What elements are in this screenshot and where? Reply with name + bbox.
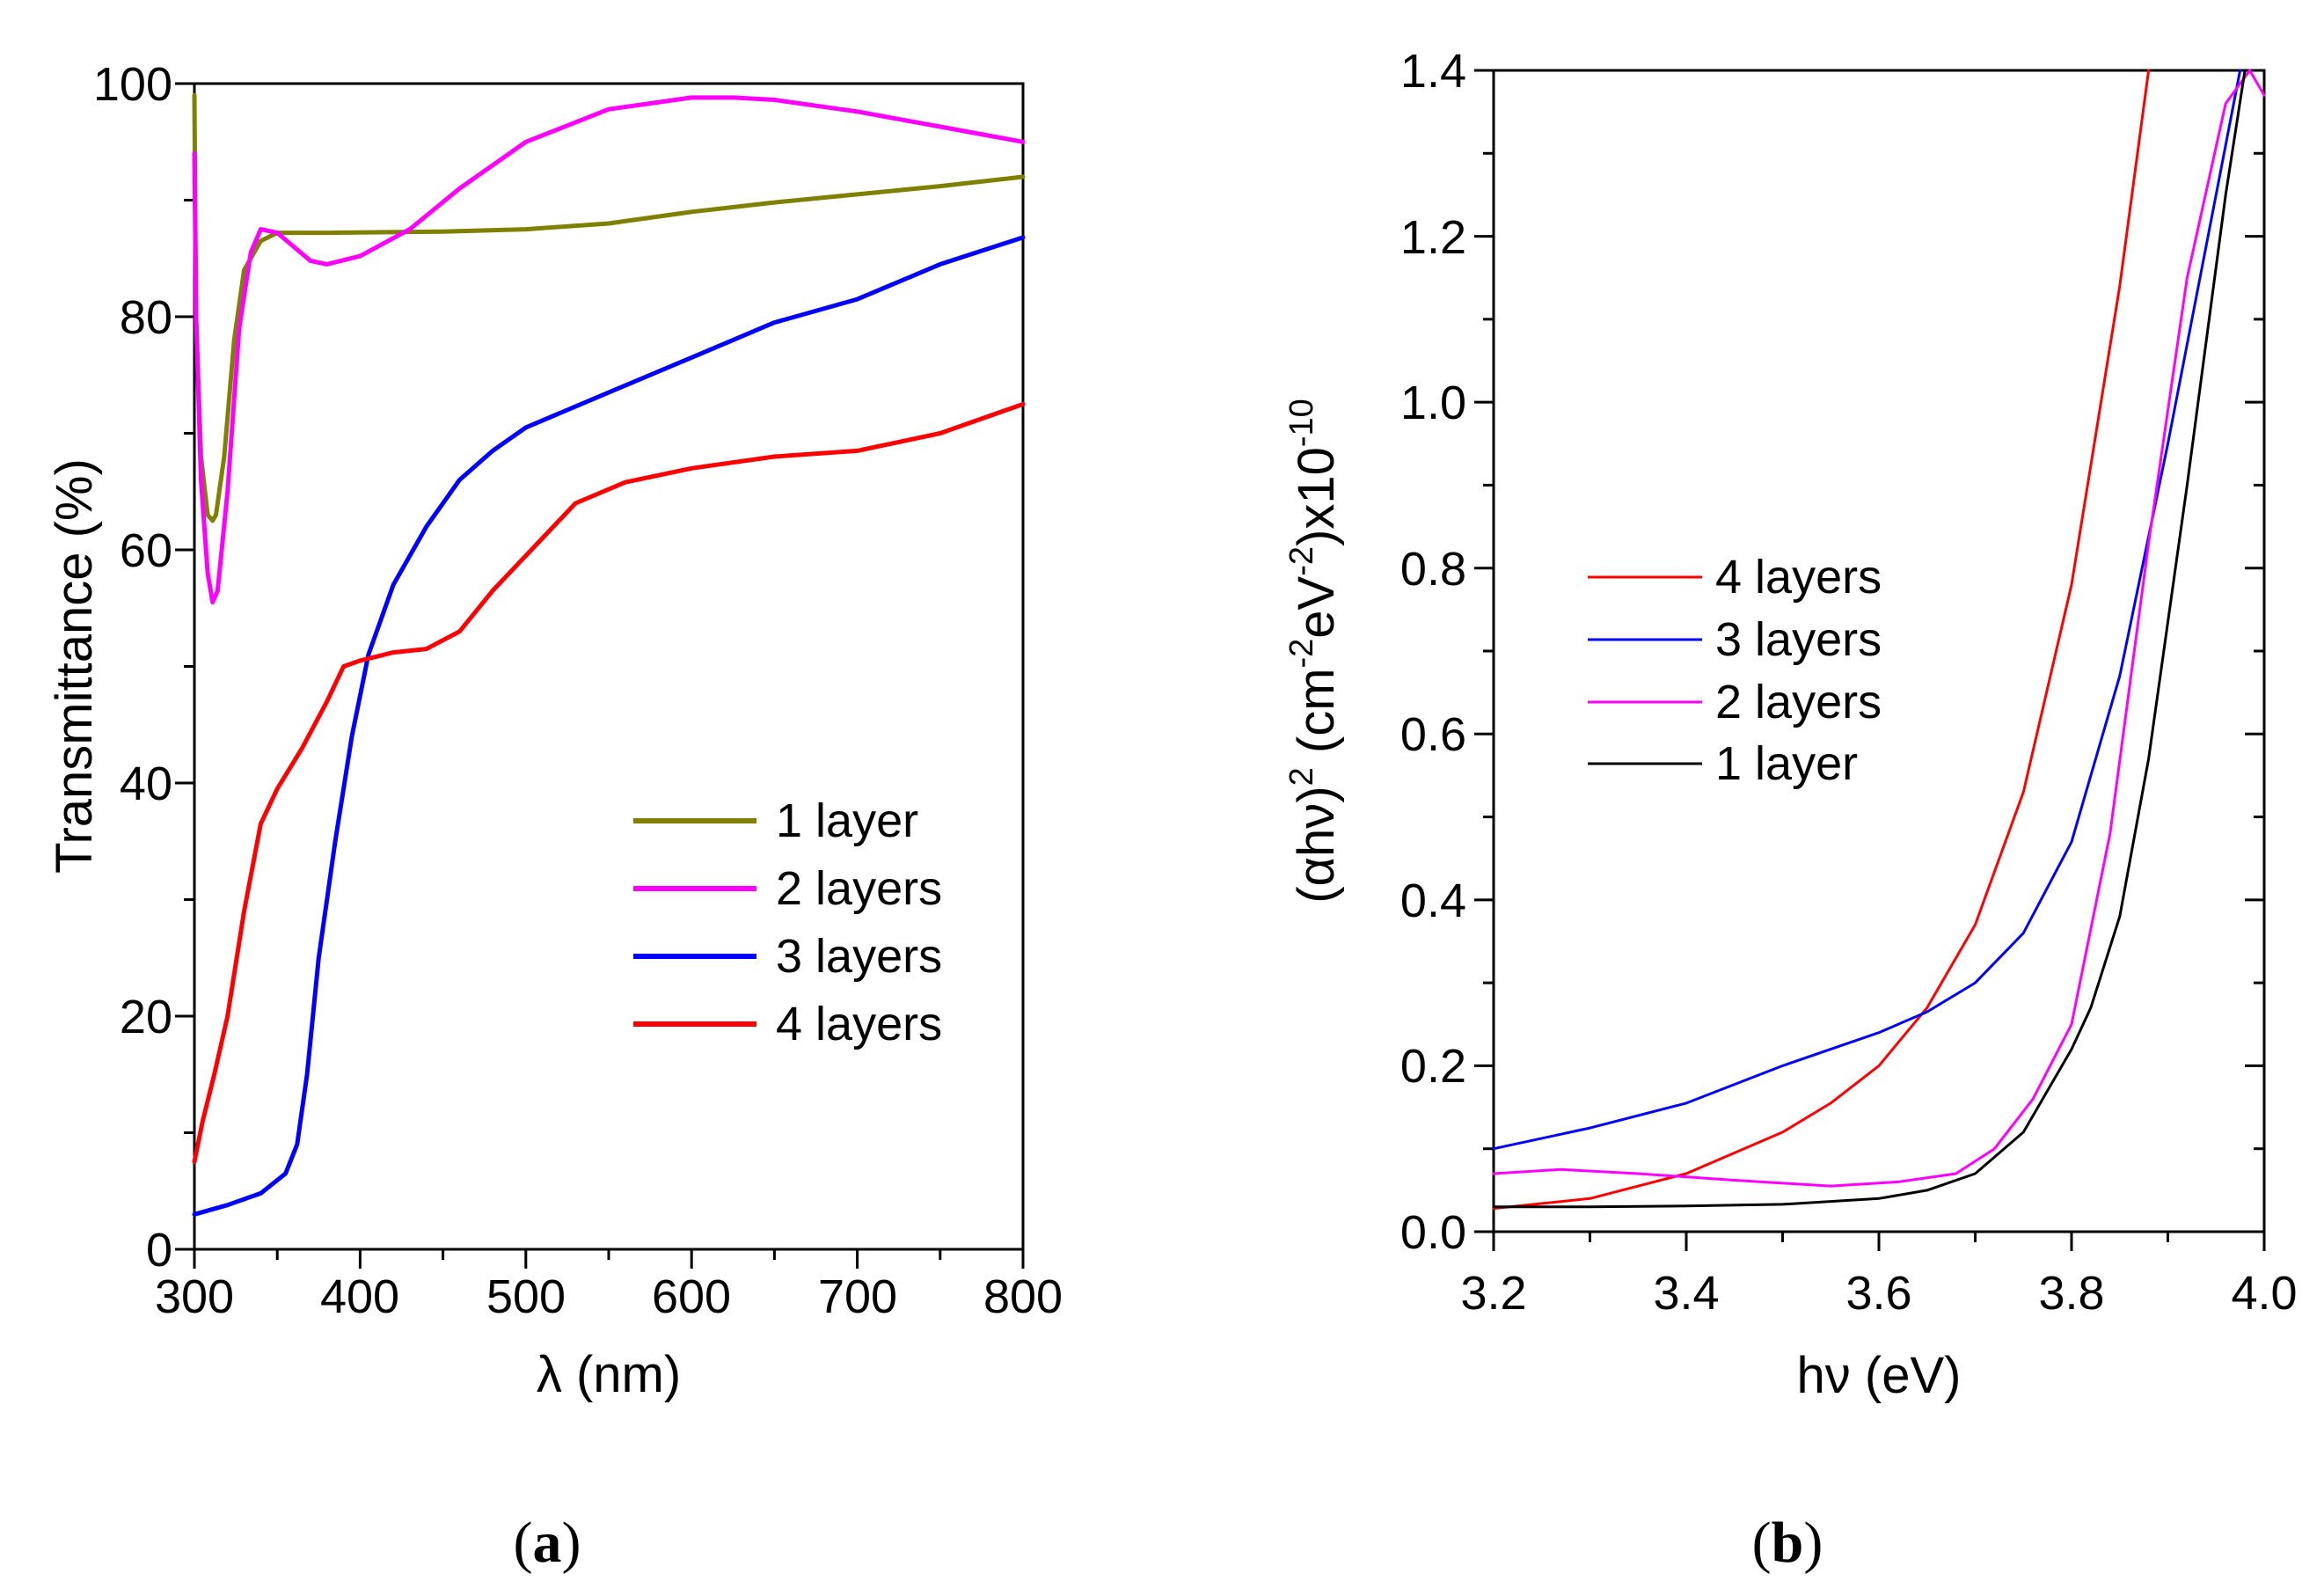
ylabel-sup: -2 [1283, 546, 1320, 576]
ylabel-sup: 2 [1283, 767, 1320, 786]
series-line-4-layers [192, 401, 1026, 1165]
legend-label-2-layers: 2 layers [776, 862, 942, 915]
panel-a-x-tick-label: 600 [652, 1270, 731, 1323]
ylabel-sup: -2 [1283, 639, 1320, 669]
panel-b-label-close: ) [1803, 1511, 1823, 1575]
panel-b-x-tick-label: 3.2 [1460, 1267, 1526, 1320]
series-line-1-layer [1492, 69, 2247, 1209]
panel-b-x-tick-label: 3.6 [1845, 1267, 1911, 1320]
legend-label-1-layer: 1 layer [776, 794, 918, 847]
legend-label-3-layers: 3 layers [776, 930, 942, 983]
panel-b-series [1492, 69, 2266, 1211]
panel-a-x-tick-label: 800 [983, 1270, 1063, 1323]
series-line-1-layer [192, 92, 1026, 523]
panel-a-label: (a) [514, 1511, 581, 1575]
panel-b-y-tick-label: 1.2 [1400, 211, 1466, 264]
legend-label-4-layers: 4 layers [1715, 551, 1882, 604]
ylabel-part: (αhν) [1288, 786, 1345, 903]
panel-b-y-tick-label: 1.4 [1400, 45, 1466, 98]
panel-b-y-tick-label: 0.6 [1400, 708, 1466, 761]
panel-a-x-axis-title: λ (nm) [537, 1346, 681, 1403]
panel-a-x-tick-label: 500 [486, 1270, 566, 1323]
series-line-4-layers [1492, 69, 2151, 1211]
panel-b-y-tick-label: 0.0 [1400, 1206, 1466, 1259]
ylabel-part: (cm [1288, 668, 1345, 767]
panel-a-y-tick-label: 20 [120, 991, 172, 1043]
panel-b-y-axis-title: (αhν)2 (cm-2eV-2)x10-10 [1283, 399, 1345, 904]
ylabel-part: )x10 [1288, 447, 1345, 546]
panel-a: 300 400 500 600 700 800 0 20 40 60 80 10… [46, 58, 1063, 1575]
panel-b-y-tick-label: 1.0 [1400, 377, 1466, 429]
panel-b-label-open: ( [1752, 1511, 1772, 1575]
panel-a-x-tick-label: 700 [818, 1270, 897, 1323]
panel-b-x-tick-label: 3.8 [2038, 1267, 2104, 1320]
ylabel-sup: -10 [1283, 399, 1320, 447]
panel-a-y-axis-title: Transmittance (%) [46, 458, 103, 874]
panel-b-x-axis-title: hν (eV) [1797, 1347, 1962, 1404]
panel-b-y-tick-label: 0.4 [1400, 874, 1466, 927]
panel-b: 3.2 3.4 3.6 3.8 4.0 0.0 0.2 0.4 0.6 0.8 … [1283, 45, 2298, 1575]
panel-b-y-tick-labels: 0.0 0.2 0.4 0.6 0.8 1.0 1.2 1.4 [1400, 45, 1466, 1259]
series-line-2-layers [192, 95, 1026, 605]
panel-b-ticks [1474, 69, 2266, 1251]
panel-a-plot-frame [193, 82, 1025, 1251]
series-line-2-layers [1492, 69, 2266, 1188]
panel-b-label: (b) [1752, 1511, 1823, 1575]
series-line-3-layers [1492, 69, 2242, 1151]
panel-b-x-tick-label: 4.0 [2231, 1267, 2297, 1320]
legend-label-2-layers: 2 layers [1715, 676, 1882, 728]
series-line-3-layers [192, 235, 1026, 1217]
panel-a-label-close: ) [562, 1511, 581, 1575]
panel-a-y-tick-label: 80 [120, 291, 172, 344]
panel-a-x-tick-label: 300 [155, 1270, 234, 1323]
panel-a-label-letter: a [533, 1511, 562, 1575]
legend-label-1-layer: 1 layer [1715, 737, 1858, 790]
panel-b-y-tick-label: 0.2 [1400, 1040, 1466, 1093]
ylabel-part: eV [1288, 575, 1345, 638]
panel-b-label-letter: b [1772, 1511, 1804, 1575]
panel-a-y-tick-labels: 0 20 40 60 80 100 [93, 58, 172, 1277]
panel-b-legend: 4 layers 3 layers 2 layers 1 layer [1588, 551, 1882, 790]
panel-a-y-tick-label: 0 [146, 1224, 172, 1277]
panel-a-ticks [175, 82, 1025, 1269]
panel-a-legend: 1 layer 2 layers 3 layers 4 layers [633, 794, 942, 1050]
panel-a-y-tick-label: 60 [120, 524, 172, 577]
panel-b-y-tick-label: 0.8 [1400, 543, 1466, 596]
panel-b-x-tick-label: 3.4 [1653, 1267, 1719, 1320]
legend-label-3-layers: 3 layers [1715, 613, 1882, 666]
panel-a-y-tick-label: 40 [120, 757, 172, 810]
legend-label-4-layers: 4 layers [776, 998, 942, 1050]
panel-a-x-tick-labels: 300 400 500 600 700 800 [155, 1270, 1063, 1323]
panel-a-series [192, 92, 1026, 1217]
panel-a-x-tick-label: 400 [320, 1270, 399, 1323]
panel-b-x-tick-labels: 3.2 3.4 3.6 3.8 4.0 [1460, 1267, 2297, 1320]
panel-a-label-open: ( [514, 1511, 533, 1575]
panel-a-y-tick-label: 100 [93, 58, 172, 111]
